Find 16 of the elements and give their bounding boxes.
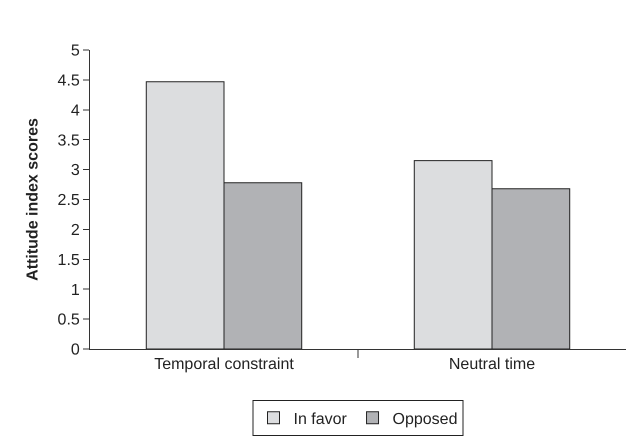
x-tick-label: Neutral time <box>448 356 536 374</box>
y-tick-label: 4.5 <box>58 72 80 90</box>
y-tick-label: 0 <box>70 342 80 359</box>
x-tick-label: Temporal constraint <box>154 356 294 374</box>
y-tick-label: 3.5 <box>58 132 80 150</box>
y-tick-label: 4 <box>70 102 80 120</box>
y-tick-label: 3 <box>70 162 80 180</box>
y-tick-label: 0.5 <box>58 312 80 329</box>
y-tick-label: 2 <box>70 222 80 239</box>
y-tick-label: 1 <box>70 282 80 299</box>
y-tick-label: 5 <box>70 42 80 60</box>
y-axis-title: Attitude index scores <box>24 118 42 281</box>
legend-label: Opposed <box>392 410 458 428</box>
y-tick-label: 1.5 <box>58 252 80 269</box>
legend-label: In favor <box>294 410 348 428</box>
y-tick-label: 2.5 <box>58 192 80 210</box>
